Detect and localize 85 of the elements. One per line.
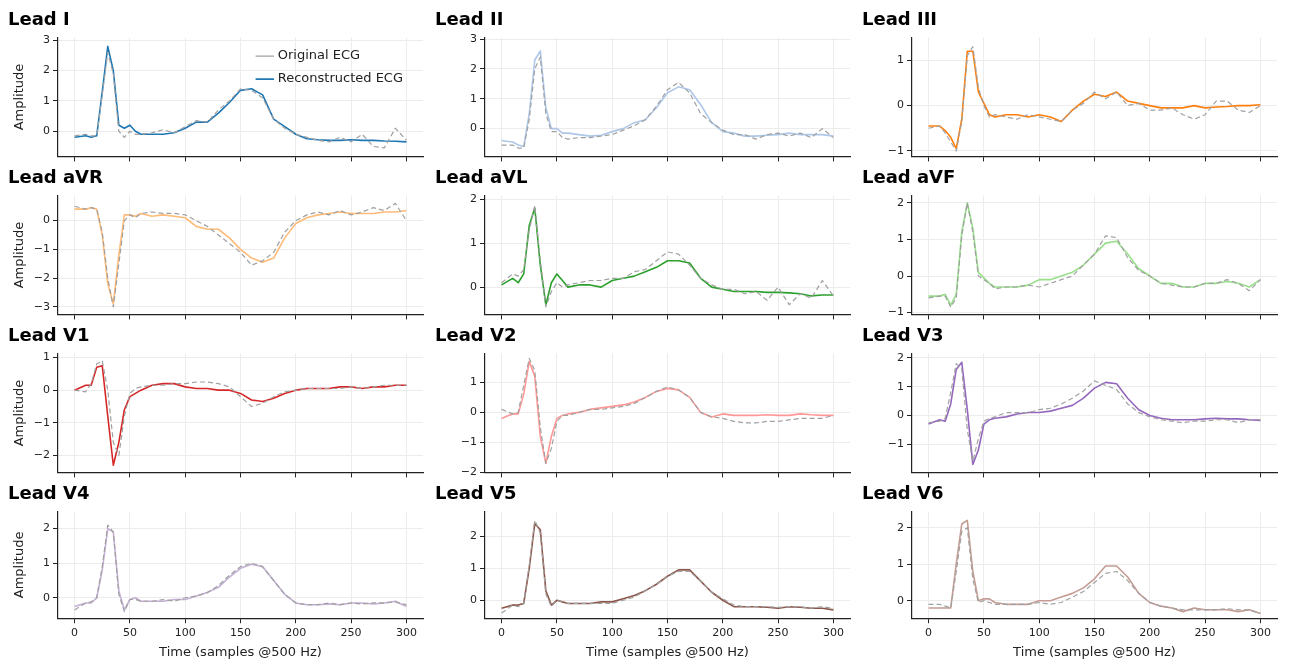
chart-title: Lead V1 bbox=[8, 324, 90, 346]
x-tick-label: 250 bbox=[1194, 625, 1216, 639]
chart-title: Lead I bbox=[8, 8, 70, 30]
chart-title: Lead III bbox=[862, 8, 938, 30]
y-tick-label: 0 bbox=[897, 408, 904, 422]
chart-title: Lead V5 bbox=[435, 482, 517, 504]
chart-title: Lead aVR bbox=[8, 166, 104, 188]
x-tick-label: 50 bbox=[976, 625, 991, 639]
legend-label: Reconstructed ECG bbox=[277, 70, 403, 86]
y-tick-label: 1 bbox=[470, 375, 477, 389]
y-tick-label: 0 bbox=[43, 383, 50, 397]
y-tick-label: 1 bbox=[897, 53, 904, 67]
chart-title: Lead aVF bbox=[862, 166, 956, 188]
y-tick-label: 2 bbox=[897, 195, 904, 209]
x-tick-label: 200 bbox=[285, 625, 307, 639]
x-tick-label: 150 bbox=[1084, 625, 1105, 639]
x-tick-label: 300 bbox=[395, 625, 417, 639]
y-tick-label: 2 bbox=[897, 520, 904, 534]
x-tick-label: 200 bbox=[712, 625, 734, 639]
x-axis-title: Time (samples @500 Hz) bbox=[585, 643, 749, 659]
y-tick-label: 1 bbox=[897, 557, 904, 571]
y-tick-label: −3 bbox=[33, 299, 50, 313]
y-axis-title: Amplitude bbox=[11, 379, 27, 447]
x-tick-label: 150 bbox=[657, 625, 678, 639]
x-tick-label: 300 bbox=[822, 625, 844, 639]
y-tick-label: 2 bbox=[897, 350, 904, 364]
y-tick-label: 3 bbox=[470, 31, 477, 45]
x-axis-title: Time (samples @500 Hz) bbox=[158, 643, 322, 659]
chart-title: Lead aVL bbox=[435, 166, 528, 188]
x-tick-label: 150 bbox=[230, 625, 251, 639]
y-tick-label: 0 bbox=[43, 590, 50, 604]
y-tick-label: 1 bbox=[43, 556, 50, 570]
y-tick-label: −1 bbox=[33, 415, 50, 429]
chart-title: Lead II bbox=[435, 8, 504, 30]
y-tick-label: 1 bbox=[897, 379, 904, 393]
y-tick-label: 1 bbox=[897, 232, 904, 246]
x-axis-title: Time (samples @500 Hz) bbox=[1012, 643, 1176, 659]
y-tick-label: 1 bbox=[43, 93, 50, 107]
y-tick-label: 0 bbox=[897, 98, 904, 112]
y-tick-label: −2 bbox=[460, 465, 477, 479]
y-tick-label: 0 bbox=[470, 121, 477, 135]
y-tick-label: 0 bbox=[470, 279, 477, 293]
x-tick-label: 300 bbox=[1249, 625, 1271, 639]
y-tick-label: 1 bbox=[43, 350, 50, 364]
chart-title: Lead V3 bbox=[862, 324, 944, 346]
y-tick-label: −1 bbox=[887, 143, 904, 157]
x-tick-label: 0 bbox=[925, 625, 933, 639]
y-tick-label: 0 bbox=[470, 405, 477, 419]
y-tick-label: 2 bbox=[43, 63, 50, 77]
y-tick-label: 0 bbox=[43, 213, 50, 227]
x-tick-label: 50 bbox=[549, 625, 564, 639]
x-tick-label: 50 bbox=[122, 625, 137, 639]
x-tick-label: 200 bbox=[1139, 625, 1161, 639]
y-tick-label: −1 bbox=[33, 242, 50, 256]
x-tick-label: 0 bbox=[71, 625, 79, 639]
y-tick-label: 2 bbox=[43, 521, 50, 535]
y-tick-label: 1 bbox=[470, 91, 477, 105]
y-tick-label: 2 bbox=[470, 61, 477, 75]
y-tick-label: −1 bbox=[887, 305, 904, 319]
y-tick-label: −2 bbox=[33, 448, 50, 462]
y-axis-title: Amplitude bbox=[11, 63, 27, 131]
x-tick-label: 250 bbox=[767, 625, 789, 639]
y-tick-label: 2 bbox=[470, 191, 477, 205]
x-tick-label: 100 bbox=[1028, 625, 1050, 639]
y-tick-label: 0 bbox=[897, 593, 904, 607]
chart-title: Lead V2 bbox=[435, 324, 517, 346]
y-tick-label: 2 bbox=[470, 529, 477, 543]
y-tick-label: −1 bbox=[887, 437, 904, 451]
y-tick-label: 0 bbox=[897, 268, 904, 282]
y-tick-label: 0 bbox=[43, 124, 50, 138]
x-tick-label: 0 bbox=[498, 625, 506, 639]
chart-title: Lead V6 bbox=[862, 482, 944, 504]
x-tick-label: 100 bbox=[174, 625, 196, 639]
y-tick-label: −1 bbox=[460, 435, 477, 449]
y-axis-title: Amplitude bbox=[11, 531, 27, 599]
y-tick-label: 1 bbox=[470, 561, 477, 575]
y-tick-label: 0 bbox=[470, 593, 477, 607]
y-tick-label: 1 bbox=[470, 235, 477, 249]
y-tick-label: 3 bbox=[43, 33, 50, 47]
x-tick-label: 100 bbox=[601, 625, 623, 639]
legend-label: Original ECG bbox=[277, 47, 361, 63]
y-tick-label: −2 bbox=[33, 271, 50, 285]
y-axis-title: Amplitude bbox=[11, 221, 27, 289]
x-tick-label: 250 bbox=[340, 625, 362, 639]
chart-title: Lead V4 bbox=[8, 482, 90, 504]
